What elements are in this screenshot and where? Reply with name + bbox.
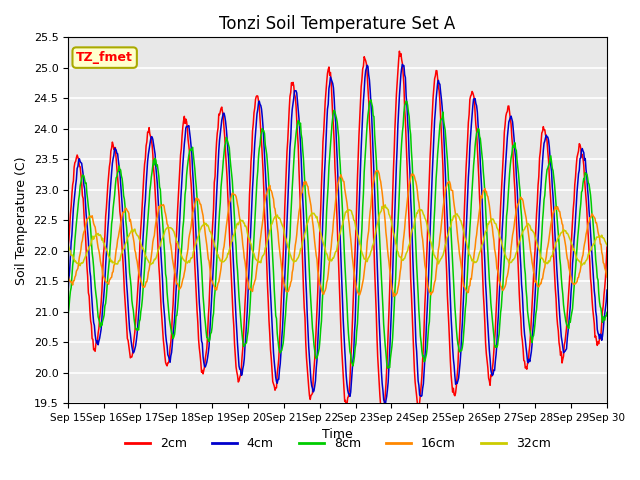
- 4cm: [399, 61, 406, 67]
- 32cm: [603, 242, 611, 248]
- 2cm: [396, 48, 403, 54]
- 8cm: [129, 308, 137, 313]
- 2cm: [420, 321, 428, 327]
- 2cm: [404, 201, 412, 207]
- 2cm: [212, 140, 220, 145]
- 16cm: [64, 273, 72, 278]
- 16cm: [74, 265, 82, 271]
- 8cm: [64, 312, 72, 318]
- 4cm: [184, 124, 192, 130]
- 32cm: [74, 260, 82, 266]
- 16cm: [404, 189, 412, 195]
- 8cm: [383, 365, 391, 371]
- 16cm: [420, 253, 428, 259]
- Line: 32cm: 32cm: [68, 205, 607, 266]
- 16cm: [212, 287, 220, 293]
- 4cm: [381, 404, 389, 409]
- 8cm: [367, 97, 375, 103]
- 32cm: [131, 227, 138, 232]
- 8cm: [404, 109, 412, 115]
- X-axis label: Time: Time: [322, 429, 353, 442]
- 4cm: [420, 369, 428, 374]
- 4cm: [603, 287, 611, 293]
- 2cm: [184, 137, 192, 143]
- 32cm: [76, 263, 84, 269]
- 2cm: [378, 417, 386, 422]
- Legend: 2cm, 4cm, 8cm, 16cm, 32cm: 2cm, 4cm, 8cm, 16cm, 32cm: [120, 432, 556, 456]
- Text: TZ_fmet: TZ_fmet: [76, 51, 133, 64]
- Line: 8cm: 8cm: [68, 100, 607, 368]
- 8cm: [184, 158, 192, 164]
- 32cm: [420, 213, 428, 218]
- 8cm: [74, 205, 82, 211]
- 2cm: [603, 244, 611, 250]
- 4cm: [64, 289, 72, 295]
- 16cm: [390, 294, 397, 300]
- 16cm: [374, 168, 381, 173]
- 32cm: [64, 241, 72, 247]
- Line: 16cm: 16cm: [68, 170, 607, 297]
- 4cm: [404, 132, 412, 137]
- 8cm: [212, 262, 220, 268]
- 4cm: [212, 193, 220, 199]
- 16cm: [603, 274, 611, 280]
- 8cm: [603, 310, 611, 315]
- 16cm: [129, 235, 137, 241]
- Line: 4cm: 4cm: [68, 64, 607, 407]
- 32cm: [214, 252, 221, 257]
- 16cm: [184, 245, 192, 251]
- 8cm: [420, 359, 428, 365]
- 32cm: [185, 258, 193, 264]
- Line: 2cm: 2cm: [68, 51, 607, 420]
- Y-axis label: Soil Temperature (C): Soil Temperature (C): [15, 156, 28, 285]
- 4cm: [74, 164, 82, 169]
- 4cm: [129, 350, 137, 356]
- 32cm: [404, 244, 412, 250]
- 32cm: [381, 202, 389, 208]
- 2cm: [64, 244, 72, 250]
- 2cm: [74, 155, 82, 160]
- 2cm: [129, 342, 137, 348]
- Title: Tonzi Soil Temperature Set A: Tonzi Soil Temperature Set A: [220, 15, 456, 33]
